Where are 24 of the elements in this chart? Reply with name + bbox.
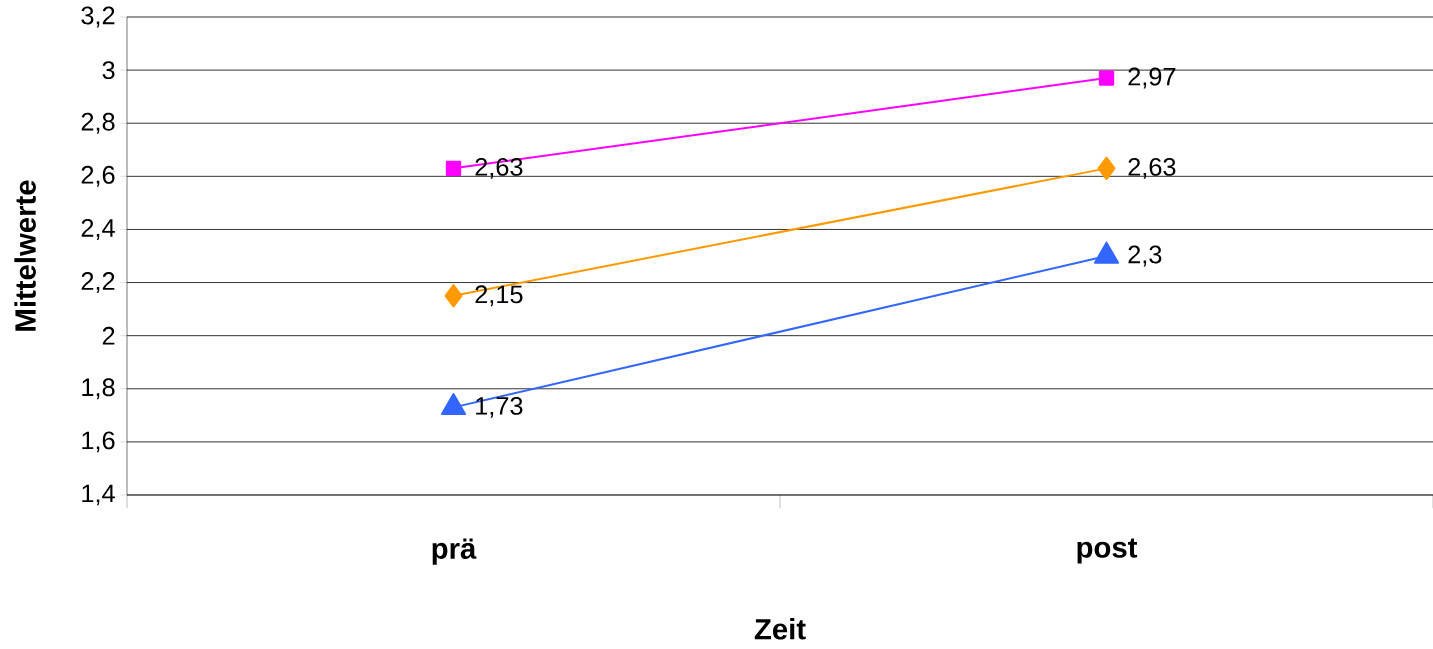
y-tick-label: 1,6 <box>82 431 115 453</box>
y-tick-label: 2,8 <box>81 112 115 134</box>
y-tick-label: 3,2 <box>81 6 115 28</box>
point <box>445 160 462 177</box>
y-axis-title: Mittelwerte <box>14 180 36 331</box>
point <box>1097 156 1116 181</box>
point <box>1098 70 1115 86</box>
x-axis-title: Zeit <box>754 618 806 640</box>
x-tick-label: prä <box>432 538 477 565</box>
y-tick-label: 1,8 <box>82 378 115 400</box>
point <box>444 284 463 308</box>
data-label: 2,63 <box>475 157 523 179</box>
data-label: 2,63 <box>1128 157 1176 179</box>
x-tick-label: post <box>1077 538 1138 564</box>
y-tick-label: 2,4 <box>81 218 115 240</box>
y-tick-label: 2 <box>102 326 115 345</box>
data-label: 1,73 <box>476 396 523 418</box>
y-tick-label: 1,4 <box>82 484 115 506</box>
y-tick-label: 2,2 <box>81 272 115 294</box>
y-tick-label: 3 <box>102 61 115 80</box>
data-label: 2,15 <box>475 285 523 307</box>
y-tick-label: 2,6 <box>81 165 115 187</box>
data-label: 2,3 <box>1128 245 1162 267</box>
data-label: 2,97 <box>1128 67 1176 89</box>
